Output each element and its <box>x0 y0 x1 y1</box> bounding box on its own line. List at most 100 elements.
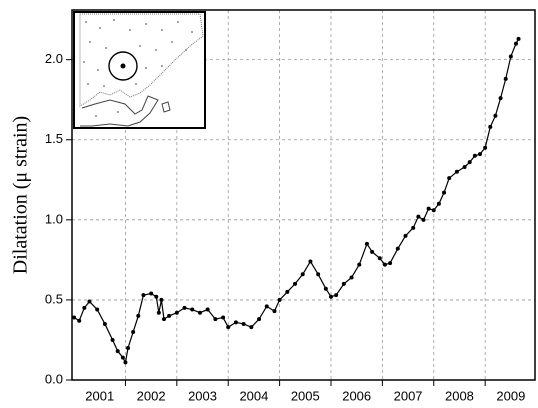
data-point <box>161 317 166 322</box>
data-point <box>272 309 277 314</box>
data-point <box>123 360 128 365</box>
x-tick-label: 2004 <box>239 388 268 403</box>
data-point <box>357 262 362 267</box>
station <box>120 63 126 69</box>
data-point <box>277 297 282 302</box>
data-point <box>403 233 408 238</box>
data-point <box>328 294 333 299</box>
y-tick-label: 1.5 <box>45 131 63 146</box>
y-axis-label: Dilatation (μ strain) <box>10 116 32 274</box>
data-point <box>478 152 483 157</box>
data-point <box>503 76 508 81</box>
data-point <box>472 153 477 158</box>
data-point <box>467 160 472 165</box>
data-point <box>77 318 82 323</box>
y-tick-label: 0.5 <box>45 291 63 306</box>
data-point <box>377 256 382 261</box>
x-tick-label: 2006 <box>342 388 371 403</box>
data-point <box>233 320 238 325</box>
data-point <box>115 349 120 354</box>
data-point <box>167 313 172 318</box>
data-point <box>136 313 141 318</box>
data-point <box>516 36 521 41</box>
data-point <box>513 41 518 46</box>
data-point <box>257 317 262 322</box>
data-point <box>388 261 393 266</box>
data-point <box>316 272 321 277</box>
data-point <box>349 275 354 280</box>
data-point <box>226 325 231 330</box>
data-point <box>454 169 459 174</box>
data-point <box>382 262 387 267</box>
data-point <box>141 293 146 298</box>
data-point <box>131 329 136 334</box>
x-tick-label: 2009 <box>496 388 525 403</box>
inset-frame <box>73 11 206 129</box>
data-point <box>334 293 339 298</box>
data-point <box>416 214 421 219</box>
data-point <box>431 208 436 213</box>
data-point <box>498 96 503 101</box>
x-tick-label: 2007 <box>394 388 423 403</box>
data-point <box>483 145 488 150</box>
data-point <box>197 310 202 315</box>
island <box>161 101 171 113</box>
data-point <box>323 286 328 291</box>
data-point <box>285 289 290 294</box>
x-tick-label: 2003 <box>188 388 217 403</box>
data-point <box>341 281 346 286</box>
data-point <box>442 190 447 195</box>
data-point <box>87 299 92 304</box>
data-point <box>493 113 498 118</box>
data-point <box>221 315 226 320</box>
data-point <box>190 307 195 312</box>
data-point <box>447 176 452 181</box>
data-point <box>72 315 77 320</box>
y-tick-label: 0.0 <box>45 371 63 386</box>
data-point <box>154 294 159 299</box>
inset-map <box>73 11 206 129</box>
data-point <box>421 217 426 222</box>
plot-frame <box>71 9 536 381</box>
data-point <box>149 291 154 296</box>
data-point <box>174 310 179 315</box>
data-point <box>508 54 513 59</box>
data-point <box>436 201 441 206</box>
data-point <box>213 317 218 322</box>
station-radius <box>108 51 138 81</box>
data-point <box>370 249 375 254</box>
data-point <box>249 325 254 330</box>
stations <box>83 19 193 117</box>
data-point <box>120 355 125 360</box>
data-point <box>426 206 431 211</box>
x-tick-label: 2008 <box>445 388 474 403</box>
x-tick-label: 2001 <box>85 388 114 403</box>
y-tick-label: 2.0 <box>45 51 63 66</box>
data-point <box>411 225 416 230</box>
data-point <box>159 297 164 302</box>
coastline <box>79 13 204 107</box>
data-point <box>241 321 246 326</box>
data-point <box>205 307 210 312</box>
data-point <box>95 307 100 312</box>
data-point <box>488 124 493 129</box>
data-point <box>102 321 107 326</box>
x-tick-label: 2002 <box>137 388 166 403</box>
data-point <box>82 305 87 310</box>
data-point <box>462 164 467 169</box>
data-point <box>300 272 305 277</box>
x-tick-label: 2005 <box>291 388 320 403</box>
data-point <box>308 259 313 264</box>
data-point <box>182 305 187 310</box>
data-point <box>264 304 269 309</box>
plot-area: 0.0 0.5 1.0 1.5 2.0 2001 2002 2003 2004 2005 2006 2… <box>45 9 536 403</box>
data-point <box>395 246 400 251</box>
y-tick-label: 1.0 <box>45 211 63 226</box>
coastline <box>80 95 159 127</box>
data-point <box>110 337 115 342</box>
data-point <box>293 281 298 286</box>
data-point <box>156 310 161 315</box>
data-point <box>364 241 369 246</box>
